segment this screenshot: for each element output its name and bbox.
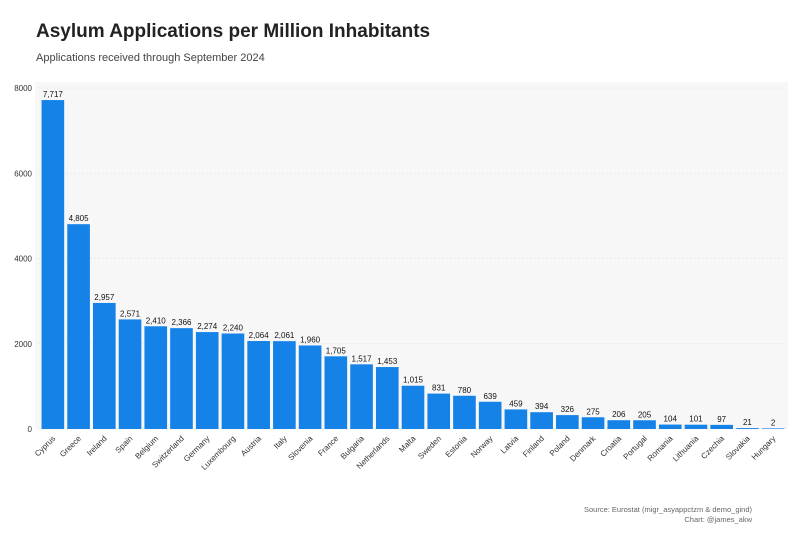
bar-malta <box>401 385 425 429</box>
x-category-label: Slovenia <box>286 434 314 462</box>
x-axis-categories: Cyprus Greece Ireland SpainBelgiumSwitzerla… <box>33 433 778 472</box>
bar-ireland <box>92 302 116 429</box>
value-label: 1,960 <box>300 335 321 344</box>
value-label: 205 <box>638 410 652 419</box>
value-label: 2,240 <box>223 324 244 333</box>
y-tick-label: 4000 <box>14 255 32 264</box>
bar-finland <box>530 412 553 429</box>
value-label: 2,410 <box>146 316 167 325</box>
x-category-label: Croatia <box>599 434 624 459</box>
bar-latvia <box>504 409 528 429</box>
bar-bulgaria <box>350 364 373 429</box>
bar-greece <box>67 224 90 429</box>
value-label: 4,805 <box>69 214 90 223</box>
bar-croatia <box>607 420 631 429</box>
value-label: 2,571 <box>120 309 141 318</box>
x-category-label: Austria <box>239 434 263 458</box>
value-label: 21 <box>743 418 752 427</box>
value-label: 1,517 <box>352 354 373 363</box>
chart-title: Asylum Applications per Million Inhabita… <box>36 21 431 42</box>
bar-denmark <box>581 417 605 429</box>
x-category-label: Hungary <box>750 434 778 462</box>
value-label: 275 <box>586 407 600 416</box>
value-labels: 7,717 4,805 2,957 2,571 2,410 2,366 2,274 2,240… <box>43 90 776 427</box>
bar-lithuania <box>684 424 708 429</box>
x-category-label: Sweden <box>416 434 443 461</box>
value-label: 326 <box>561 405 575 414</box>
bar-sweden <box>427 393 451 429</box>
x-category-label: Finland <box>521 434 546 459</box>
x-category-label: Latvia <box>499 434 521 456</box>
value-label: 2,064 <box>249 331 270 340</box>
y-tick-label: 8000 <box>14 84 32 93</box>
value-label: 2,274 <box>197 322 218 331</box>
value-label: 1,015 <box>403 376 424 385</box>
bar-switzerland <box>170 328 193 429</box>
x-category-label: Romania <box>646 434 675 463</box>
x-category-label: Italy <box>272 434 289 451</box>
value-label: 1,705 <box>326 346 347 355</box>
bar-portugal <box>633 420 656 429</box>
x-category-label: Greece <box>58 434 83 459</box>
bar-slovenia <box>298 345 322 429</box>
x-category-label: Cyprus <box>33 434 57 458</box>
bar-hungary <box>761 428 785 429</box>
source-note: Source: Eurostat (migr_asyappctzm & demo… <box>584 505 752 514</box>
y-axis-ticks: 0 2000 4000 6000 8000 <box>14 84 32 434</box>
bar-netherlands <box>375 367 399 429</box>
chart-footer: Source: Eurostat (migr_asyappctzm & demo… <box>584 505 752 525</box>
value-label: 7,717 <box>43 90 64 99</box>
x-category-label: Norway <box>469 434 495 460</box>
value-label: 2,957 <box>94 293 115 302</box>
bar-belgium <box>144 326 168 429</box>
bar-slovakia <box>736 428 759 429</box>
value-label: 206 <box>612 410 626 419</box>
bar-germany <box>195 332 219 429</box>
value-label: 1,453 <box>377 357 398 366</box>
bar-italy <box>273 341 296 429</box>
x-category-label: Lithuania <box>671 434 701 464</box>
value-label: 639 <box>483 392 497 401</box>
x-category-label: Poland <box>548 434 572 458</box>
bar-czechia <box>710 424 734 429</box>
value-label: 2,061 <box>274 331 295 340</box>
value-label: 459 <box>509 399 523 408</box>
x-category-label: Slovakia <box>724 434 752 462</box>
bar-estonia <box>453 395 476 429</box>
bar-poland <box>556 415 579 429</box>
bar-chart: 7,717 4,805 2,957 2,571 2,410 2,366 2,274 2,240… <box>14 82 788 472</box>
bars <box>41 100 785 430</box>
credit-note: Chart: @james_akw <box>684 515 752 524</box>
bar-romania <box>658 424 682 429</box>
value-label: 831 <box>432 384 446 393</box>
x-category-label: Spain <box>114 434 135 455</box>
y-tick-label: 6000 <box>14 169 32 178</box>
value-label: 104 <box>664 415 678 424</box>
bar-cyprus <box>41 100 65 430</box>
x-category-label: Ireland <box>85 434 109 458</box>
bar-luxembourg <box>221 333 245 429</box>
x-category-label: France <box>316 434 340 458</box>
y-tick-label: 0 <box>28 425 33 434</box>
value-label: 780 <box>458 386 472 395</box>
value-label: 394 <box>535 402 549 411</box>
value-label: 97 <box>717 415 726 424</box>
x-category-label: Denmark <box>568 433 598 463</box>
bar-austria <box>247 341 270 429</box>
bar-spain <box>118 319 142 429</box>
bar-norway <box>478 401 502 429</box>
value-label: 2 <box>771 418 776 427</box>
x-category-label: Malta <box>397 434 418 455</box>
x-category-label: Estonia <box>444 434 470 460</box>
chart-subtitle: Applications received through September … <box>36 52 265 64</box>
value-label: 2,366 <box>171 318 192 327</box>
x-category-label: Czechia <box>699 434 726 461</box>
bar-france <box>324 356 348 429</box>
y-tick-label: 2000 <box>14 340 32 349</box>
value-label: 101 <box>689 415 703 424</box>
